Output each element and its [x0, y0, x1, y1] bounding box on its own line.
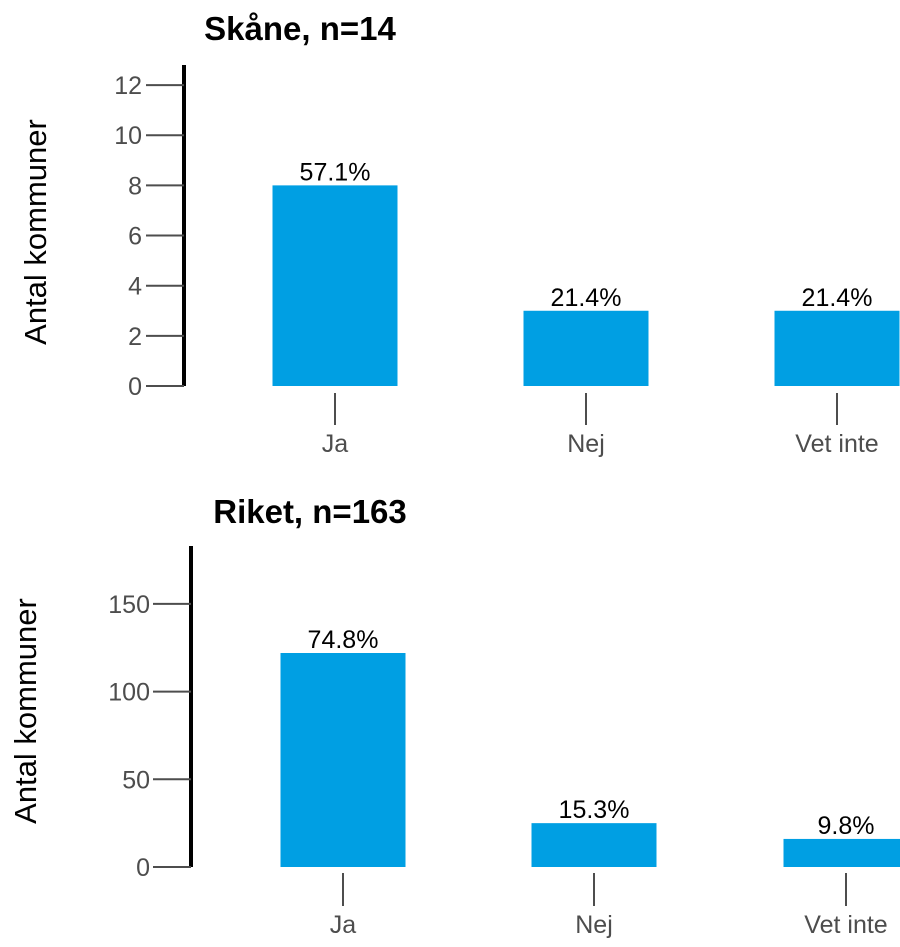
bar: [523, 310, 649, 386]
x-tick-label: Vet inte: [795, 430, 878, 458]
bar: [774, 310, 900, 386]
bar: [531, 823, 657, 867]
y-tick-label: 12: [114, 72, 142, 100]
bar: [783, 838, 900, 867]
x-tick-label: Vet inte: [804, 911, 887, 939]
x-tick-label: Ja: [330, 911, 357, 939]
chart-panel-riket: Riket, n=163 Antal kommuner 0 50 100 150 Ja 7…: [8, 493, 900, 939]
y-tick-label: 150: [108, 591, 150, 619]
chart-title: Skåne, n=14: [204, 10, 396, 47]
y-tick-label: 10: [114, 122, 142, 150]
bar-data-label: 21.4%: [802, 284, 873, 312]
y-tick-label: 100: [108, 679, 150, 707]
x-tick-label: Ja: [322, 430, 349, 458]
bar-data-label: 21.4%: [551, 284, 622, 312]
y-tick-label: 2: [128, 323, 142, 351]
x-tick-label: Nej: [575, 911, 613, 939]
y-axis-label: Antal kommuner: [18, 119, 53, 345]
chart-title: Riket, n=163: [213, 493, 407, 530]
bar-data-label: 74.8%: [308, 626, 379, 654]
y-tick-label: 8: [128, 172, 142, 200]
x-tick-label: Nej: [567, 430, 605, 458]
y-tick-label: 0: [136, 854, 150, 882]
y-axis-label: Antal kommuner: [8, 598, 43, 824]
y-tick-label: 6: [128, 223, 142, 251]
bar: [272, 185, 398, 386]
chart-panel-skane: Skåne, n=14 Antal kommuner 0 2 4 6 8 10 12 Ja 57…: [18, 10, 900, 458]
y-tick-label: 0: [128, 373, 142, 401]
bar-data-label: 57.1%: [300, 158, 371, 186]
bar-data-label: 15.3%: [559, 796, 630, 824]
y-tick-label: 4: [128, 273, 142, 301]
y-tick-label: 50: [122, 766, 150, 794]
bar-data-label: 9.8%: [818, 812, 875, 840]
bar: [280, 653, 406, 867]
